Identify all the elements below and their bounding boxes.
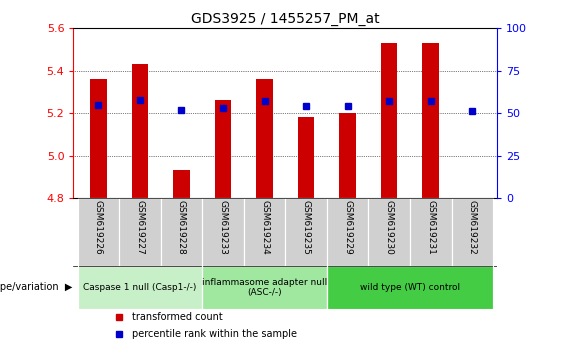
- Text: GSM619235: GSM619235: [302, 200, 311, 255]
- Bar: [202, 266, 327, 309]
- Text: GSM619234: GSM619234: [260, 200, 269, 255]
- Bar: [285, 198, 327, 266]
- Bar: [410, 198, 451, 266]
- Text: percentile rank within the sample: percentile rank within the sample: [132, 329, 297, 339]
- Text: GSM619227: GSM619227: [136, 200, 145, 255]
- Bar: [327, 198, 368, 266]
- Title: GDS3925 / 1455257_PM_at: GDS3925 / 1455257_PM_at: [191, 12, 380, 26]
- Text: GSM619226: GSM619226: [94, 200, 103, 255]
- Text: GSM619233: GSM619233: [219, 200, 228, 255]
- Bar: [257, 79, 273, 198]
- Bar: [160, 198, 202, 266]
- Bar: [90, 79, 107, 198]
- Bar: [327, 266, 493, 309]
- Bar: [119, 198, 160, 266]
- Text: GSM619229: GSM619229: [343, 200, 352, 255]
- Text: GSM619230: GSM619230: [385, 200, 394, 255]
- Bar: [77, 266, 202, 309]
- Bar: [202, 198, 244, 266]
- Text: GSM619228: GSM619228: [177, 200, 186, 255]
- Text: genotype/variation  ▶: genotype/variation ▶: [0, 282, 73, 292]
- Text: GSM619232: GSM619232: [468, 200, 477, 255]
- Bar: [368, 198, 410, 266]
- Bar: [215, 101, 231, 198]
- Bar: [244, 198, 285, 266]
- Text: GSM619231: GSM619231: [426, 200, 435, 255]
- Bar: [173, 170, 190, 198]
- Bar: [381, 43, 398, 198]
- Bar: [451, 198, 493, 266]
- Bar: [340, 113, 356, 198]
- Bar: [132, 64, 148, 198]
- Bar: [77, 198, 119, 266]
- Text: Caspase 1 null (Casp1-/-): Caspase 1 null (Casp1-/-): [83, 283, 197, 292]
- Text: wild type (WT) control: wild type (WT) control: [360, 283, 460, 292]
- Bar: [298, 118, 314, 198]
- Text: transformed count: transformed count: [132, 312, 223, 322]
- Bar: [423, 43, 439, 198]
- Text: inflammasome adapter null
(ASC-/-): inflammasome adapter null (ASC-/-): [202, 278, 327, 297]
